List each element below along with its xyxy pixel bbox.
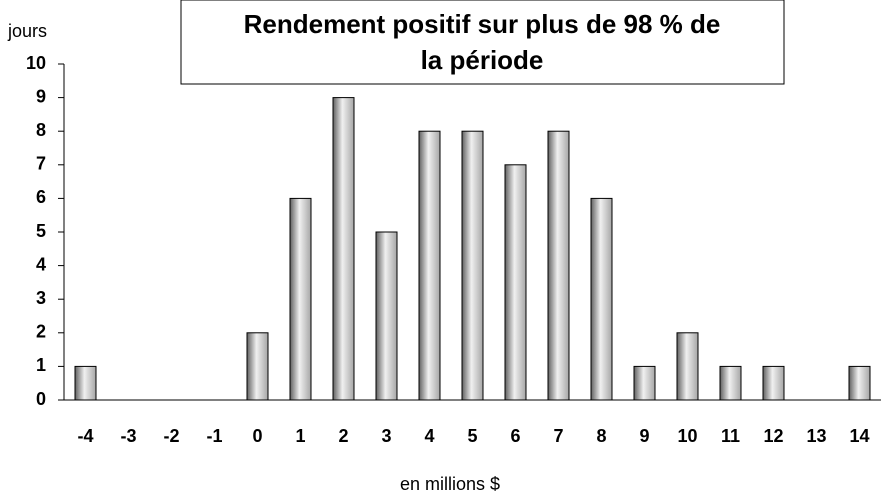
x-tick-label: 7	[553, 426, 563, 446]
y-tick-label: 10	[26, 53, 46, 73]
x-tick-label: 11	[721, 426, 740, 446]
bar	[762, 365, 785, 401]
y-tick-label: 9	[36, 86, 46, 106]
title-box	[180, 0, 785, 85]
y-tick-label: 8	[36, 120, 46, 140]
chart-title: Rendement positif sur plus de 98 % de la …	[244, 9, 721, 75]
y-tick-label: 4	[36, 254, 46, 274]
bar	[246, 332, 269, 401]
bar	[461, 130, 484, 401]
y-tick-label: 3	[36, 288, 46, 308]
x-tick-label: 3	[381, 426, 391, 446]
x-tick-label: 6	[510, 426, 520, 446]
x-tick-label: 14	[849, 426, 869, 446]
x-tick-label: -4	[77, 426, 93, 446]
bar	[375, 231, 398, 401]
x-tick-label: 1	[295, 426, 305, 446]
x-tick-label: 2	[338, 426, 348, 446]
y-tick-label: 7	[36, 154, 46, 174]
y-tick-label: 6	[36, 187, 46, 207]
bar	[504, 164, 527, 401]
bar	[418, 130, 441, 401]
bar	[676, 332, 699, 401]
x-tick-label: 9	[639, 426, 649, 446]
bar	[289, 197, 312, 401]
bar	[633, 365, 656, 401]
x-axis-label: en millions $	[400, 474, 500, 494]
x-tick-label: 12	[763, 426, 783, 446]
bar	[719, 365, 742, 401]
bar	[590, 197, 613, 401]
y-tick-label: 1	[36, 355, 46, 375]
x-tick-label: 13	[806, 426, 826, 446]
y-axis-label: jours	[7, 21, 47, 41]
x-tick-label: -1	[206, 426, 222, 446]
bar	[74, 365, 97, 401]
x-tick-label: -3	[120, 426, 136, 446]
x-tick-label: 5	[467, 426, 477, 446]
x-tick-label: -2	[163, 426, 179, 446]
bar	[547, 130, 570, 401]
bar	[848, 365, 871, 401]
x-tick-label: 8	[596, 426, 606, 446]
y-tick-label: 2	[36, 322, 46, 342]
y-tick-label: 5	[36, 221, 46, 241]
bar	[332, 97, 355, 401]
x-tick-label: 4	[424, 426, 434, 446]
x-tick-label: 0	[252, 426, 262, 446]
y-tick-label: 0	[36, 389, 46, 409]
x-tick-label: 10	[677, 426, 697, 446]
